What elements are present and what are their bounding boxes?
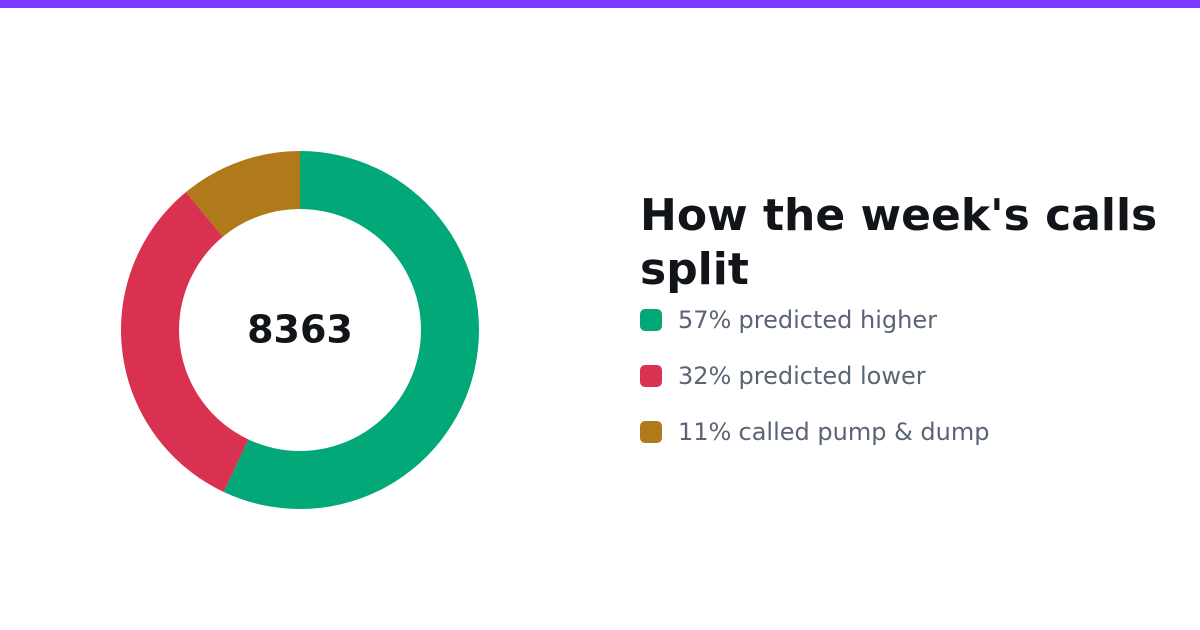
legend-value: 11%: [678, 418, 732, 446]
legend-item: 57% predicted higher: [640, 292, 990, 348]
top-bar: [0, 0, 1200, 8]
legend-swatch: [640, 309, 662, 331]
donut-segment: [121, 192, 249, 492]
legend-value: 32%: [678, 362, 732, 390]
legend-swatch: [640, 421, 662, 443]
legend-value: 57%: [678, 306, 732, 334]
donut-segment: [223, 151, 480, 510]
legend-item: 11% called pump & dump: [640, 404, 990, 460]
legend-item: 32% predicted lower: [640, 348, 990, 404]
chart-title: How the week's calls split: [640, 190, 1158, 295]
legend-label: predicted higher: [738, 306, 937, 334]
legend-label: predicted lower: [738, 362, 926, 390]
donut-segment: [185, 151, 300, 237]
legend-swatch: [640, 365, 662, 387]
legend-label: called pump & dump: [738, 418, 990, 446]
chart: 8363: [121, 151, 480, 510]
legend: 57% predicted higher 32% predicted lower 11%…: [640, 292, 990, 460]
center-label: 8363: [247, 308, 353, 352]
